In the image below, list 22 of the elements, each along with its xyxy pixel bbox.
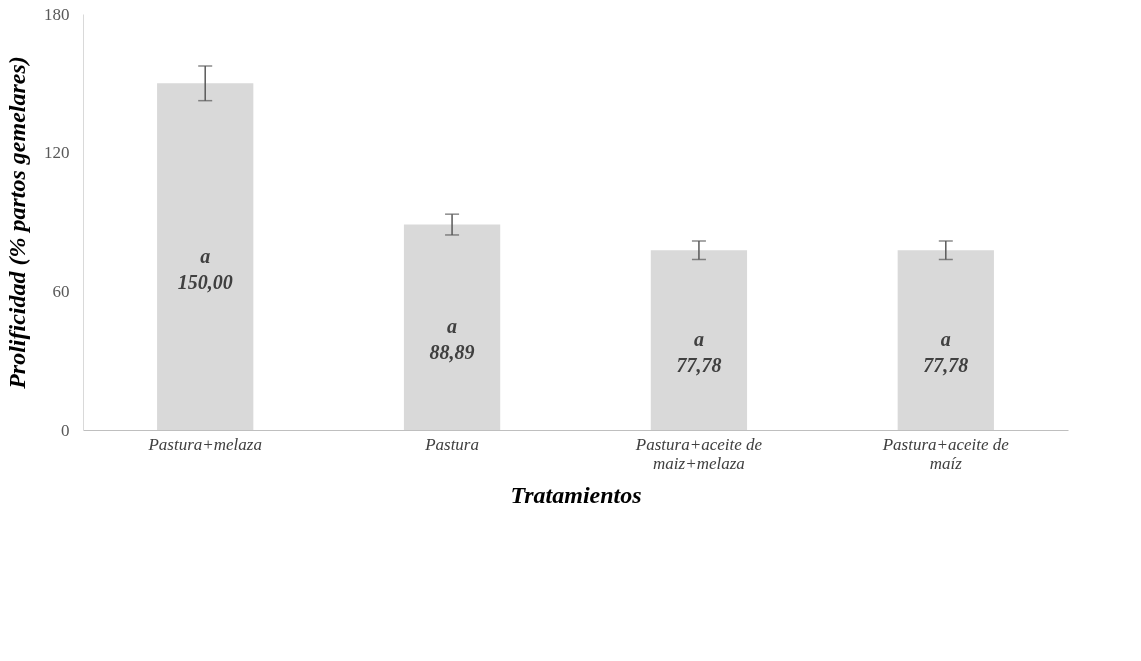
x-tick-label: Pastura+aceite de maíz bbox=[881, 434, 1010, 473]
data-label: 150,00 bbox=[177, 270, 233, 293]
annotation: a bbox=[940, 328, 951, 351]
bar bbox=[897, 250, 994, 430]
y-tick-label: 180 bbox=[44, 4, 70, 24]
y-tick-label: 120 bbox=[44, 143, 70, 163]
annotation: a bbox=[693, 328, 704, 351]
data-label: 77,78 bbox=[923, 354, 969, 377]
bar bbox=[403, 224, 501, 430]
bar bbox=[650, 250, 748, 430]
y-axis-title: Prolificidad (% partos gemelares) bbox=[4, 56, 30, 390]
x-tick-label: Pastura+aceite de maiz+melaza bbox=[634, 434, 763, 473]
y-tick-label: 0 bbox=[61, 420, 70, 440]
bar bbox=[157, 83, 254, 430]
x-axis-title: Tratamientos bbox=[510, 481, 642, 508]
data-label: 88,89 bbox=[429, 341, 475, 364]
annotation: a bbox=[447, 315, 458, 338]
annotation: a bbox=[200, 244, 211, 267]
x-tick-label: Pastura bbox=[424, 434, 479, 454]
x-tick-label: Pastura+melaza bbox=[147, 434, 262, 454]
y-tick-label: 60 bbox=[52, 281, 70, 301]
data-label: 77,78 bbox=[676, 354, 722, 377]
